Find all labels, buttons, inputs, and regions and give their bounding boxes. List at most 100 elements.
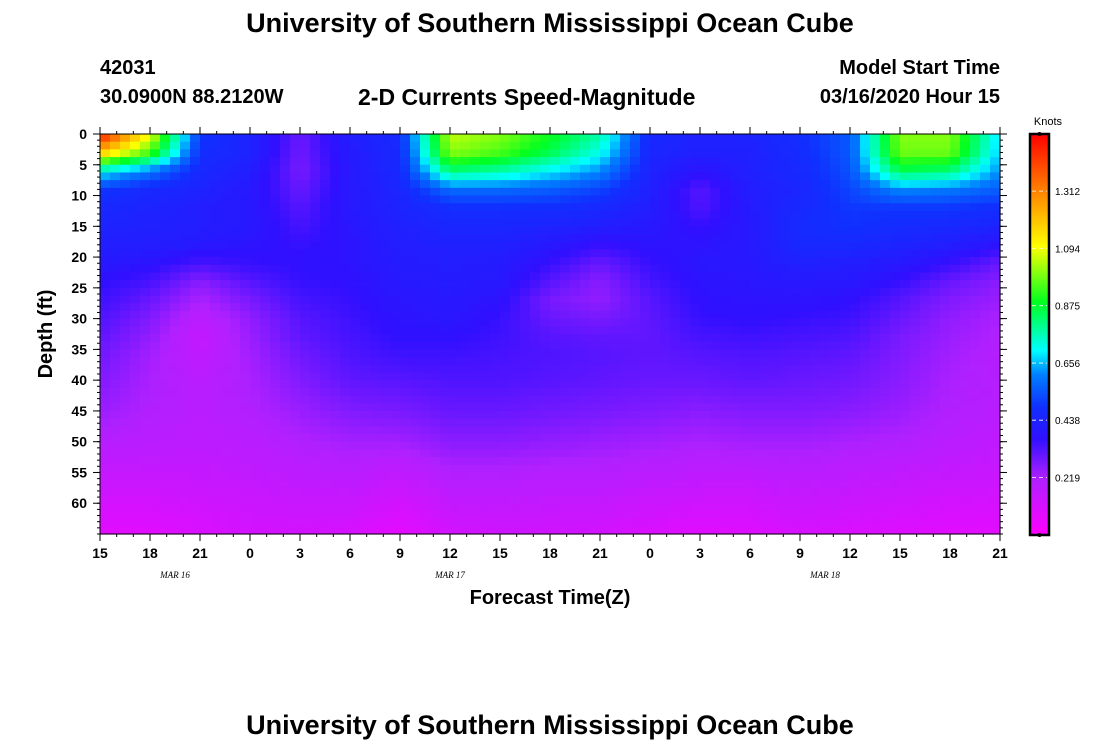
heatmap-cell — [240, 280, 251, 289]
heatmap-cell — [840, 280, 851, 289]
heatmap-cell — [740, 472, 751, 481]
heatmap-cell — [980, 526, 991, 535]
heatmap-cell — [750, 295, 761, 304]
heatmap-cell — [710, 526, 721, 535]
heatmap-cell — [630, 141, 641, 150]
heatmap-cell — [120, 410, 131, 420]
heatmap-cell — [650, 410, 661, 420]
heatmap-cell — [200, 157, 211, 166]
heatmap-cell — [960, 434, 971, 443]
heatmap-cell — [960, 141, 971, 150]
heatmap-cell — [650, 510, 661, 520]
heatmap-cell — [750, 334, 761, 343]
heatmap-cell — [570, 495, 581, 504]
heatmap-cell — [960, 203, 971, 212]
heatmap-cell — [160, 518, 171, 527]
heatmap-cell — [780, 357, 791, 366]
heatmap-cell — [770, 264, 781, 274]
heatmap-cell — [620, 203, 631, 212]
heatmap-cell — [880, 410, 891, 420]
heatmap-cell — [530, 280, 541, 289]
heatmap-cell — [850, 334, 861, 343]
heatmap-cell — [300, 495, 311, 504]
heatmap-cell — [350, 472, 361, 481]
heatmap-cell — [550, 457, 561, 466]
heatmap-cell — [790, 226, 801, 235]
heatmap-cell — [370, 287, 381, 297]
heatmap-cell — [390, 195, 401, 204]
heatmap-cell — [200, 180, 211, 189]
heatmap-cell — [680, 357, 691, 366]
heatmap-cell — [500, 449, 511, 458]
heatmap-cell — [850, 372, 861, 381]
heatmap-cell — [850, 180, 861, 189]
heatmap-cell — [130, 349, 141, 358]
heatmap-cell — [370, 495, 381, 504]
heatmap-cell — [760, 303, 771, 312]
heatmap-cell — [780, 218, 791, 227]
heatmap-cell — [190, 449, 201, 458]
heatmap-cell — [200, 141, 211, 150]
heatmap-cell — [830, 426, 841, 435]
heatmap-cell — [280, 334, 291, 343]
heatmap-cell — [150, 364, 161, 374]
heatmap-cell — [380, 172, 391, 181]
heatmap-cell — [360, 326, 371, 335]
heatmap-cell — [970, 410, 981, 420]
heatmap-cell — [450, 187, 461, 197]
heatmap-cell — [290, 410, 301, 420]
heatmap-cell — [480, 341, 491, 350]
heatmap-cell — [820, 195, 831, 204]
heatmap-cell — [830, 257, 841, 266]
heatmap-cell — [210, 187, 221, 197]
heatmap-cell — [300, 164, 311, 174]
heatmap-cell — [660, 503, 671, 512]
heatmap-cell — [180, 349, 191, 358]
heatmap-cell — [820, 180, 831, 189]
heatmap-cell — [200, 134, 211, 143]
heatmap-cell — [160, 526, 171, 535]
heatmap-cell — [260, 449, 271, 458]
heatmap-cell — [650, 341, 661, 350]
heatmap-cell — [800, 318, 811, 327]
heatmap-cell — [120, 303, 131, 312]
heatmap-cell — [230, 441, 241, 450]
heatmap-cell — [510, 526, 521, 535]
heatmap-cell — [620, 318, 631, 327]
heatmap-cell — [850, 226, 861, 235]
heatmap-cell — [200, 195, 211, 204]
heatmap-cell — [940, 172, 951, 181]
heatmap-cell — [690, 210, 701, 220]
heatmap-cell — [970, 257, 981, 266]
heatmap-cell — [670, 287, 681, 297]
heatmap-cell — [520, 295, 531, 304]
heatmap-cell — [610, 203, 621, 212]
heatmap-cell — [630, 380, 641, 389]
heatmap-cell — [330, 295, 341, 304]
heatmap-cell — [780, 149, 791, 158]
heatmap-cell — [350, 210, 361, 220]
heatmap-cell — [380, 310, 391, 320]
heatmap-cell — [460, 372, 471, 381]
heatmap-cell — [470, 357, 481, 366]
heatmap-cell — [290, 395, 301, 404]
heatmap-cell — [630, 210, 641, 220]
heatmap-cell — [560, 141, 571, 150]
heatmap-cell — [530, 287, 541, 297]
heatmap-cell — [330, 141, 341, 150]
heatmap-cell — [630, 172, 641, 181]
heatmap-cell — [900, 418, 911, 427]
heatmap-cell — [310, 172, 321, 181]
heatmap-cell — [210, 526, 221, 535]
heatmap-cell — [500, 426, 511, 435]
heatmap-cell — [250, 287, 261, 297]
heatmap-cell — [830, 280, 841, 289]
heatmap-cell — [390, 418, 401, 427]
heatmap-cell — [660, 149, 671, 158]
heatmap-cell — [780, 380, 791, 389]
heatmap-cell — [820, 487, 831, 497]
heatmap-cell — [910, 318, 921, 327]
heatmap-cell — [580, 303, 591, 312]
heatmap-cell — [330, 203, 341, 212]
heatmap-cell — [980, 318, 991, 327]
